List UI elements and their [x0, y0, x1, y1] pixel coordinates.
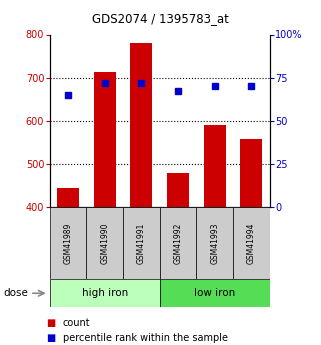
Text: high iron: high iron — [82, 288, 128, 298]
Bar — [196, 207, 233, 279]
Text: percentile rank within the sample: percentile rank within the sample — [63, 333, 228, 343]
Text: GSM41994: GSM41994 — [247, 223, 256, 264]
Bar — [50, 279, 160, 307]
Text: GSM41990: GSM41990 — [100, 223, 109, 264]
Text: GDS2074 / 1395783_at: GDS2074 / 1395783_at — [92, 12, 229, 25]
Bar — [204, 125, 226, 207]
Bar — [167, 173, 189, 207]
Bar — [57, 188, 79, 207]
Text: low iron: low iron — [194, 288, 235, 298]
Text: ■: ■ — [47, 318, 56, 327]
Bar — [240, 139, 262, 207]
Text: ■: ■ — [47, 333, 56, 343]
Text: count: count — [63, 318, 90, 327]
Bar — [233, 207, 270, 279]
Bar — [50, 207, 86, 279]
Text: GSM41992: GSM41992 — [174, 223, 183, 264]
Text: dose: dose — [3, 288, 28, 298]
Bar — [86, 207, 123, 279]
Bar — [94, 72, 116, 207]
Bar — [160, 279, 270, 307]
Bar — [130, 43, 152, 207]
Text: GSM41991: GSM41991 — [137, 223, 146, 264]
Bar — [160, 207, 196, 279]
Text: GSM41993: GSM41993 — [210, 223, 219, 264]
Bar — [123, 207, 160, 279]
Text: GSM41989: GSM41989 — [64, 223, 73, 264]
